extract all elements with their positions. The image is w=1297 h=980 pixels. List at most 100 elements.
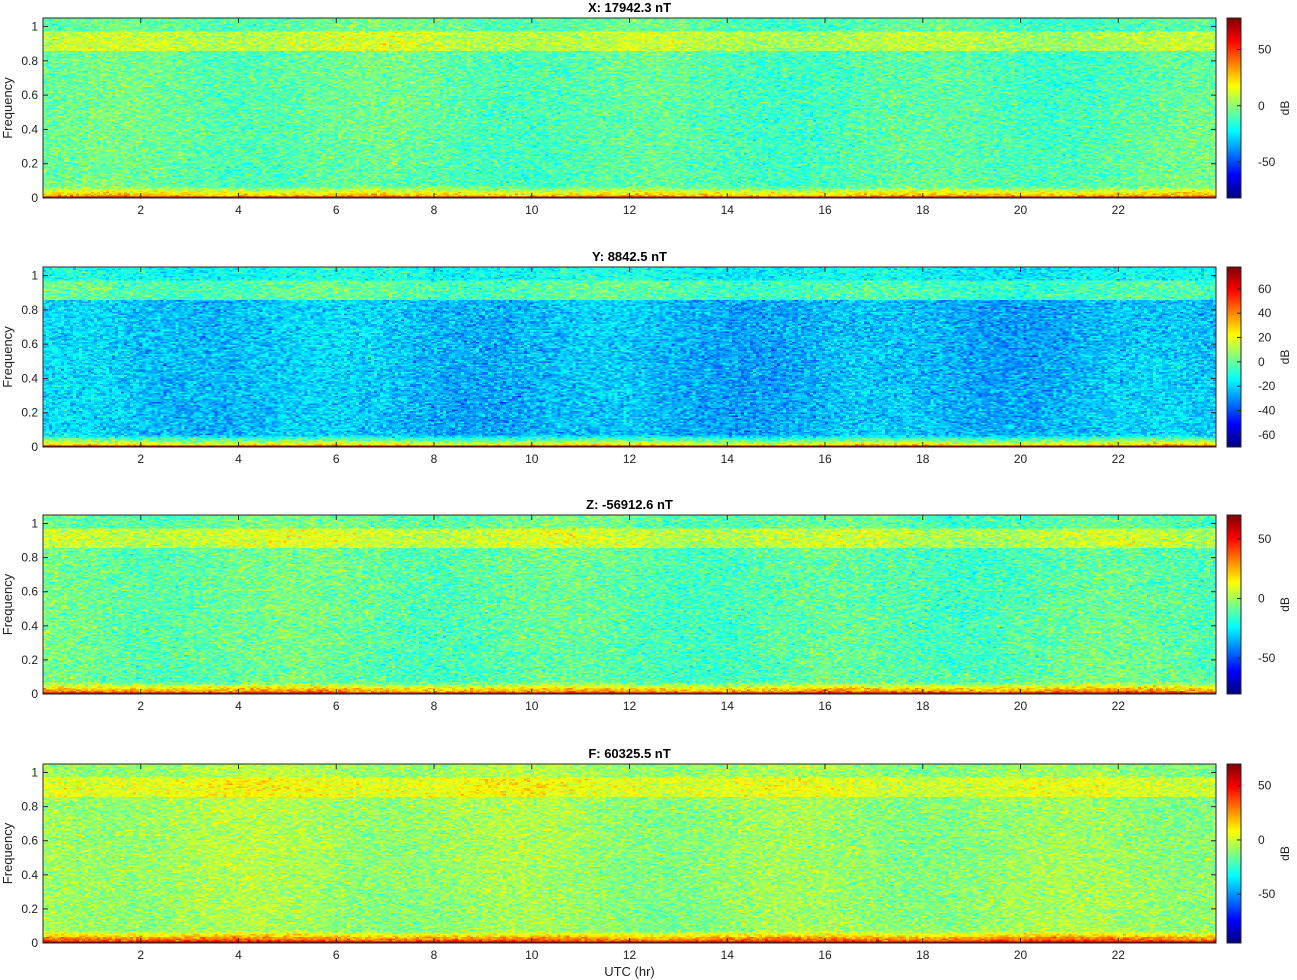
y-tick-label: 1 (31, 517, 38, 531)
y-tick-label: 0 (31, 191, 38, 205)
colorbar-label: dB (1278, 350, 1292, 365)
x-tick-label: 20 (1014, 948, 1028, 962)
x-tick-label: 8 (431, 948, 438, 962)
spectrogram-image (43, 267, 1216, 447)
colorbar-tick-label: 60 (1258, 282, 1272, 296)
y-tick-label: 0.4 (21, 122, 38, 136)
y-tick-label: 0.6 (21, 337, 38, 351)
colorbar-tick-label: -60 (1258, 428, 1276, 442)
colorbar-tick-label: 50 (1258, 779, 1272, 793)
x-tick-label: 10 (525, 948, 539, 962)
y-tick-label: 0.6 (21, 88, 38, 102)
y-axis-label: Frequency (0, 573, 15, 635)
colorbar-gradient (1227, 515, 1241, 694)
colorbar-frame (1226, 763, 1242, 944)
x-axis-label: UTC (hr) (604, 964, 655, 979)
x-tick-label: 6 (333, 203, 340, 217)
colorbar-tick-label: 0 (1258, 592, 1265, 606)
x-tick-label: 22 (1112, 203, 1126, 217)
x-tick-label: 20 (1014, 452, 1028, 466)
colorbar: 50 0 -50 dB (1226, 514, 1292, 695)
y-tick-label: 0.4 (21, 868, 38, 882)
colorbar-frame (1226, 514, 1242, 695)
colorbar-tick-label: -20 (1258, 379, 1276, 393)
x-tick-label: 14 (721, 203, 735, 217)
x-tick-label: 10 (525, 452, 539, 466)
x-tick-label: 14 (721, 699, 735, 713)
x-tick-label: 12 (623, 203, 637, 217)
y-tick-label: 0.2 (21, 653, 38, 667)
x-tick-label: 14 (721, 948, 735, 962)
y-tick-label: 0.2 (21, 157, 38, 171)
y-tick-label: 0.4 (21, 619, 38, 633)
colorbar-frame (1226, 17, 1242, 199)
y-tick-label: 0.8 (21, 551, 38, 565)
spectrogram-panel-4: F: 60325.5 nT2 4 6 8 10 12 14 16 18 20 2200.20.40.… (0, 746, 1292, 979)
colorbar-label: dB (1278, 846, 1292, 861)
spectrogram-image (43, 764, 1216, 943)
x-tick-label: 18 (916, 452, 930, 466)
x-tick-label: 6 (333, 452, 340, 466)
x-tick-label: 12 (623, 452, 637, 466)
colorbar-tick-label: 50 (1258, 43, 1272, 57)
colorbar-frame (1226, 266, 1242, 448)
colorbar-gradient (1227, 18, 1241, 198)
colorbar-gradient (1227, 267, 1241, 447)
panel-title: Z: -56912.6 nT (586, 497, 673, 512)
colorbar-tick-label: -40 (1258, 404, 1276, 418)
spectrogram-panel-3: Z: -56912.6 nT2 4 6 8 10 12 14 16 18 20 2200.20.40… (0, 497, 1292, 713)
spectrogram-image (43, 515, 1216, 694)
x-tick-label: 4 (235, 452, 242, 466)
x-tick-label: 16 (818, 699, 832, 713)
panel-title: X: 17942.3 nT (588, 0, 671, 15)
x-tick-label: 10 (525, 203, 539, 217)
y-axis-label: Frequency (0, 822, 15, 884)
colorbar-tick-label: 20 (1258, 331, 1272, 345)
colorbar-tick-label: 0 (1258, 355, 1265, 369)
spectrogram-panel-2: Y: 8842.5 nT2 4 6 8 10 12 14 16 18 20 2200.20.40.6… (0, 249, 1292, 466)
y-tick-label: 0.6 (21, 834, 38, 848)
spectrogram-image (43, 18, 1216, 198)
spectrogram-panel-1: X: 17942.3 nT2 4 6 8 10 12 14 16 18 20 2200.20.40.… (0, 0, 1292, 217)
x-tick-label: 4 (235, 948, 242, 962)
panel-title: Y: 8842.5 nT (592, 249, 667, 264)
x-tick-label: 16 (818, 948, 832, 962)
x-tick-label: 12 (623, 948, 637, 962)
x-tick-label: 22 (1112, 452, 1126, 466)
y-tick-label: 1 (31, 20, 38, 34)
x-tick-label: 18 (916, 203, 930, 217)
colorbar-tick-label: 50 (1258, 532, 1272, 546)
x-tick-label: 18 (916, 948, 930, 962)
colorbar-tick-label: 0 (1258, 99, 1265, 113)
y-tick-label: 0 (31, 687, 38, 701)
y-tick-label: 0 (31, 440, 38, 454)
x-tick-label: 2 (137, 948, 144, 962)
colorbar: 60 40 20 0 -20 -40 -60 dB (1226, 266, 1292, 448)
x-tick-label: 8 (431, 699, 438, 713)
x-tick-label: 12 (623, 699, 637, 713)
colorbar-tick-label: -50 (1258, 155, 1276, 169)
colorbar-tick-label: -50 (1258, 887, 1276, 901)
x-tick-label: 6 (333, 948, 340, 962)
x-tick-label: 6 (333, 699, 340, 713)
colorbar: 50 0 -50 dB (1226, 17, 1292, 199)
y-tick-label: 0 (31, 936, 38, 950)
x-tick-label: 2 (137, 203, 144, 217)
x-tick-label: 20 (1014, 699, 1028, 713)
y-tick-label: 0.6 (21, 585, 38, 599)
y-tick-label: 1 (31, 766, 38, 780)
x-tick-label: 2 (137, 452, 144, 466)
x-tick-label: 20 (1014, 203, 1028, 217)
colorbar: 50 0 -50 dB (1226, 763, 1292, 944)
x-tick-label: 16 (818, 452, 832, 466)
panel-title: F: 60325.5 nT (588, 746, 670, 761)
x-tick-label: 16 (818, 203, 832, 217)
x-tick-label: 4 (235, 699, 242, 713)
y-axis-label: Frequency (0, 326, 15, 388)
colorbar-label: dB (1278, 101, 1292, 116)
y-tick-label: 0.8 (21, 303, 38, 317)
y-tick-label: 0.2 (21, 406, 38, 420)
x-tick-label: 4 (235, 203, 242, 217)
colorbar-gradient (1227, 764, 1241, 943)
